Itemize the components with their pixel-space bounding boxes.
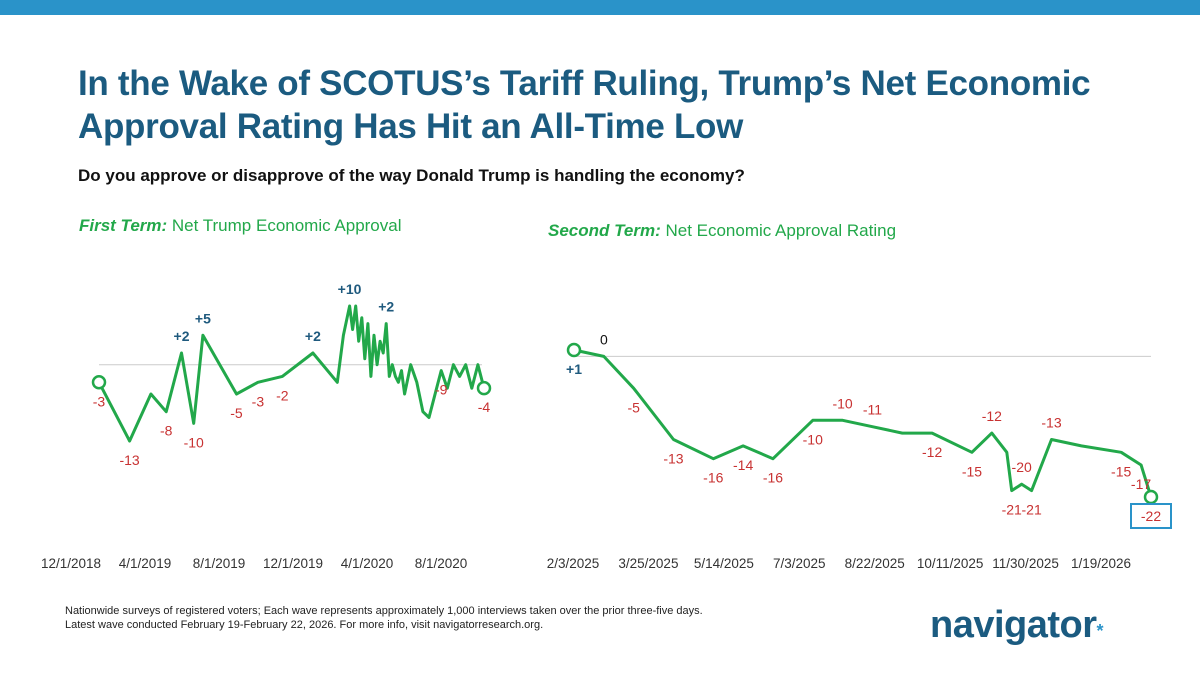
footnote: Nationwide surveys of registered voters;… bbox=[65, 604, 825, 632]
page-title: In the Wake of SCOTUS’s Tariff Ruling, T… bbox=[78, 64, 1091, 146]
second-term-data-label: -10 bbox=[803, 431, 823, 447]
first-term-data-label: +2 bbox=[174, 328, 190, 344]
footnote-line-1: Nationwide surveys of registered voters;… bbox=[65, 605, 703, 617]
second-term-title-italic: Second Term: bbox=[548, 221, 661, 240]
second-term-x-tick-label: 11/30/2025 bbox=[992, 556, 1059, 571]
second-term-data-label: -15 bbox=[1111, 463, 1131, 479]
second-term-start-marker bbox=[566, 342, 582, 358]
first-term-title-rest: Net Trump Economic Approval bbox=[167, 216, 402, 235]
second-term-x-tick-label: 3/25/2025 bbox=[618, 556, 678, 571]
second-term-chart: +10-5-13-16-14-16-10-10 -11-12-15-12-21-2… bbox=[547, 331, 1172, 571]
second-term-chart-title: Second Term: Net Economic Approval Ratin… bbox=[548, 221, 896, 241]
first-term-end-marker bbox=[476, 380, 492, 396]
first-term-x-tick-label: 12/1/2018 bbox=[41, 556, 101, 571]
first-term-series-line bbox=[97, 304, 486, 443]
first-term-data-label: -13 bbox=[119, 452, 139, 468]
navigator-logo: navigator* bbox=[930, 604, 1104, 647]
second-term-data-label: -12 bbox=[982, 408, 1002, 424]
second-term-x-tick-label: 8/22/2025 bbox=[845, 556, 905, 571]
logo-text: navigator bbox=[930, 604, 1097, 646]
second-term-data-label: -21 bbox=[1022, 502, 1042, 518]
first-term-x-tick-label: 8/1/2020 bbox=[415, 556, 468, 571]
second-term-data-label: -20 bbox=[1012, 459, 1032, 475]
first-term-chart-title: First Term: Net Trump Economic Approval bbox=[79, 216, 402, 236]
first-term-data-label: +2 bbox=[378, 299, 394, 315]
second-term-data-label: -21 bbox=[1002, 502, 1022, 518]
second-term-data-label: -16 bbox=[763, 470, 783, 486]
charts-canvas: -3-13-8+2-10+5-5-3 -2+2+10+2-9-412/1/2018… bbox=[41, 281, 1172, 571]
second-term-latest-highlight-box bbox=[1130, 503, 1172, 529]
first-term-data-label: -8 bbox=[160, 423, 173, 439]
first-term-data-label: -3 bbox=[93, 393, 106, 409]
second-term-x-tick-label: 5/14/2025 bbox=[694, 556, 754, 571]
second-term-data-label: -16 bbox=[703, 470, 723, 486]
first-term-data-label: -3 bbox=[252, 393, 265, 409]
first-term-data-label: +5 bbox=[195, 310, 211, 326]
second-term-x-tick-label: 7/3/2025 bbox=[773, 556, 826, 571]
first-term-x-tick-label: 4/1/2020 bbox=[341, 556, 394, 571]
second-term-data-label: 0 bbox=[600, 331, 608, 347]
second-term-data-label: -10 bbox=[832, 395, 852, 411]
second-term-data-label: -13 bbox=[1041, 414, 1061, 430]
first-term-data-label: +10 bbox=[338, 281, 362, 297]
second-term-data-label: +1 bbox=[566, 361, 582, 377]
first-term-chart: -3 -13 -8 +2 -10 +5 -5 -3 -2 +2 +10 +2 -9 -4 12/1/2018… bbox=[41, 281, 492, 571]
second-term-data-label: -11 bbox=[863, 402, 882, 418]
first-term-start-marker bbox=[91, 375, 107, 390]
first-term-data-label: -9 bbox=[435, 382, 448, 398]
first-term-x-tick-label: 8/1/2019 bbox=[193, 556, 246, 571]
first-term-data-label: -10 bbox=[184, 434, 204, 450]
second-term-data-label: -17 bbox=[1131, 476, 1151, 492]
first-term-data-label: +2 bbox=[305, 328, 321, 344]
second-term-data-label: -5 bbox=[627, 399, 640, 415]
footnote-line-2: Latest wave conducted February 19-Februa… bbox=[65, 619, 544, 631]
first-term-data-label: -5 bbox=[230, 405, 243, 421]
second-term-data-label: -22 bbox=[1141, 508, 1161, 524]
second-term-data-label: -14 bbox=[733, 457, 753, 473]
first-term-data-label: -4 bbox=[478, 399, 491, 415]
second-term-data-label: -15 bbox=[962, 463, 982, 479]
first-term-x-tick-label: 12/1/2019 bbox=[263, 556, 323, 571]
first-term-x-tick-label: 4/1/2019 bbox=[119, 556, 172, 571]
second-term-x-tick-label: 10/11/2025 bbox=[917, 556, 984, 571]
second-term-data-label: -12 bbox=[922, 444, 942, 460]
logo-star-icon: * bbox=[1096, 621, 1104, 641]
top-accent-bar bbox=[0, 0, 1200, 15]
first-term-title-italic: First Term: bbox=[79, 216, 168, 235]
survey-question: Do you approve or disapprove of the way … bbox=[78, 166, 745, 185]
second-term-x-tick-label: 1/19/2026 bbox=[1071, 556, 1131, 571]
second-term-data-label: -13 bbox=[663, 450, 683, 466]
second-term-title-rest: Net Economic Approval Rating bbox=[660, 221, 897, 240]
second-term-x-tick-label: 2/3/2025 bbox=[547, 556, 600, 571]
first-term-data-label: -2 bbox=[276, 387, 289, 403]
second-term-series-line bbox=[572, 348, 1153, 499]
second-term-end-marker bbox=[1143, 489, 1159, 505]
